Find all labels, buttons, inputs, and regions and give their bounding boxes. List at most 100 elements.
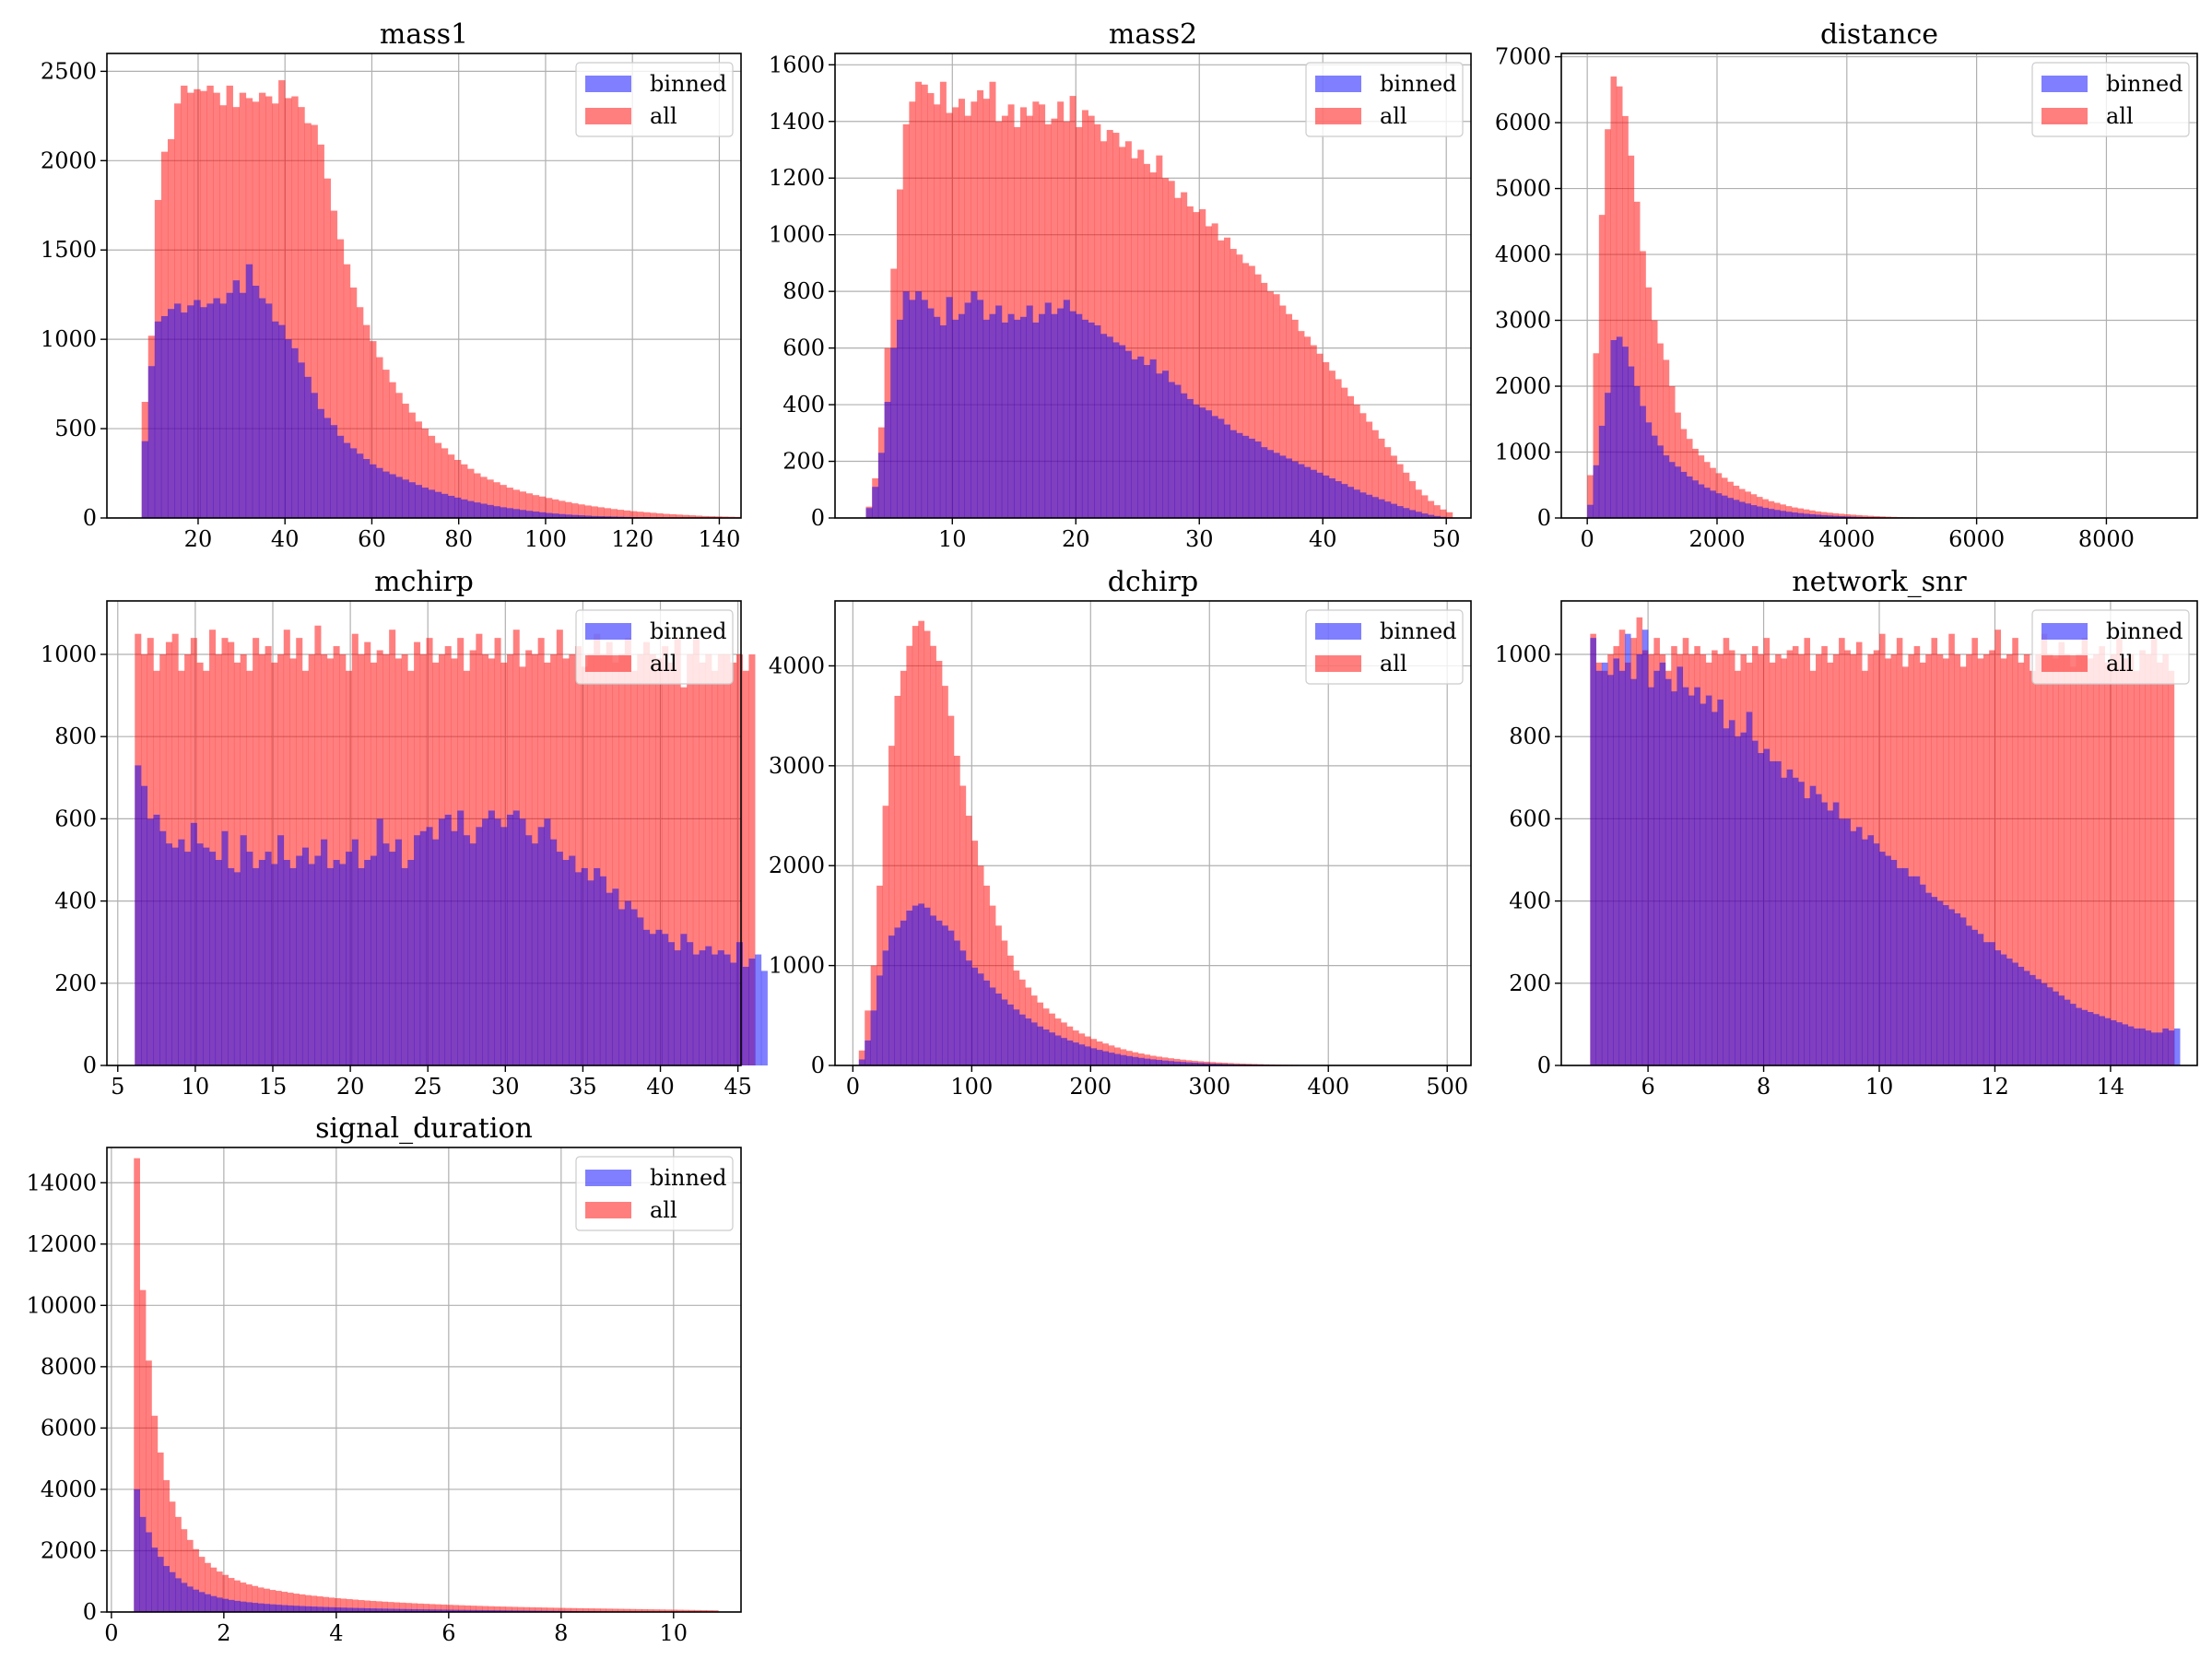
bar-binned bbox=[257, 1603, 265, 1612]
bar-binned bbox=[474, 502, 481, 518]
bar-binned bbox=[1094, 325, 1101, 518]
x-tick-label: 45 bbox=[724, 1074, 752, 1100]
bar-all bbox=[1879, 633, 1886, 1065]
bar-binned bbox=[265, 303, 273, 518]
bar-binned bbox=[194, 300, 201, 518]
bar-binned bbox=[2157, 1032, 2163, 1065]
bar-binned bbox=[1076, 313, 1083, 518]
bar-binned bbox=[1815, 514, 1821, 518]
bar-all bbox=[2070, 666, 2077, 1065]
series-binned bbox=[135, 765, 768, 1065]
y-tick-label: 1000 bbox=[769, 953, 825, 979]
bar-binned bbox=[272, 321, 279, 518]
bar-binned bbox=[1316, 472, 1324, 518]
bar-binned bbox=[637, 917, 644, 1065]
bar-all bbox=[989, 81, 996, 519]
bar-binned bbox=[1156, 1060, 1162, 1065]
bar-all bbox=[597, 507, 605, 518]
bar-binned bbox=[165, 843, 172, 1065]
bar-all bbox=[1279, 305, 1287, 518]
bar-binned bbox=[1931, 897, 1938, 1065]
bar-all bbox=[305, 1594, 312, 1612]
x-tick-label: 6 bbox=[441, 1620, 455, 1646]
bar-binned bbox=[291, 347, 299, 518]
bar-all bbox=[1088, 115, 1095, 519]
bar-binned bbox=[402, 479, 409, 518]
bar-binned bbox=[1804, 798, 1811, 1065]
bar-binned bbox=[434, 1609, 441, 1612]
y-tick-label: 6000 bbox=[1495, 110, 1551, 135]
x-tick-label: 20 bbox=[184, 526, 213, 552]
bar-all bbox=[1832, 512, 1839, 518]
bar-binned bbox=[918, 903, 925, 1065]
series-all bbox=[134, 1158, 719, 1612]
bar-binned bbox=[157, 1557, 164, 1612]
bar-all bbox=[712, 670, 719, 1065]
bar-binned bbox=[865, 1040, 871, 1065]
y-tick-label: 3000 bbox=[1495, 308, 1551, 334]
bar-all bbox=[1039, 104, 1046, 518]
bar-all bbox=[674, 638, 681, 1065]
bar-all bbox=[316, 1596, 324, 1612]
bar-binned bbox=[1057, 308, 1065, 518]
bar-binned bbox=[203, 847, 210, 1065]
bar-all bbox=[1925, 653, 1932, 1065]
bar-binned bbox=[2053, 991, 2059, 1065]
bar-binned bbox=[470, 1609, 477, 1612]
bar-binned bbox=[912, 905, 919, 1065]
bar-all bbox=[930, 645, 936, 1065]
bar-binned bbox=[939, 325, 947, 518]
bar-all bbox=[402, 403, 409, 518]
bar-all bbox=[1390, 455, 1397, 518]
bar-all bbox=[742, 670, 749, 1065]
bar-all bbox=[1675, 412, 1681, 518]
bar-binned bbox=[1622, 347, 1629, 518]
bar-binned bbox=[1106, 336, 1113, 518]
bar-all bbox=[401, 653, 408, 1065]
bar-all bbox=[1820, 512, 1828, 518]
x-tick-label: 30 bbox=[1185, 526, 1214, 552]
y-tick-label: 0 bbox=[83, 1599, 97, 1625]
bar-binned bbox=[1781, 777, 1787, 1065]
bar-binned bbox=[154, 321, 162, 518]
bar-binned bbox=[674, 950, 681, 1065]
bar-all bbox=[1633, 201, 1641, 518]
bar-all bbox=[1879, 516, 1886, 518]
y-tick-label: 0 bbox=[83, 505, 97, 531]
bar-all bbox=[1298, 331, 1305, 518]
bar-binned bbox=[1218, 418, 1225, 518]
bar-binned bbox=[1042, 1029, 1050, 1065]
bar-binned bbox=[184, 852, 192, 1065]
bar-binned bbox=[463, 835, 470, 1065]
bar-binned bbox=[2104, 1018, 2112, 1065]
bar-binned bbox=[336, 435, 345, 518]
bar-binned bbox=[952, 319, 959, 518]
bar-binned bbox=[258, 859, 265, 1065]
bar-all bbox=[299, 1594, 306, 1612]
bar-all bbox=[1668, 386, 1676, 518]
bar-all bbox=[382, 370, 390, 518]
bar-all bbox=[989, 905, 996, 1065]
bar-binned bbox=[1902, 867, 1909, 1065]
bar-binned bbox=[1607, 675, 1614, 1065]
bar-binned bbox=[482, 818, 489, 1065]
y-tick-label: 0 bbox=[1537, 1053, 1551, 1078]
y-tick-label: 600 bbox=[54, 806, 97, 831]
bar-binned bbox=[444, 814, 452, 1065]
bar-binned bbox=[599, 876, 606, 1065]
bar-binned bbox=[370, 464, 377, 518]
legend-label-all: all bbox=[650, 651, 677, 677]
bar-binned bbox=[1715, 493, 1723, 518]
bar-binned bbox=[311, 1606, 318, 1612]
bar-all bbox=[682, 514, 689, 518]
bar-binned bbox=[216, 1597, 223, 1612]
bar-binned bbox=[311, 393, 318, 518]
bar-binned bbox=[434, 491, 442, 518]
bar-all bbox=[629, 1608, 636, 1612]
bar-binned bbox=[1625, 633, 1631, 1065]
bar-all bbox=[1919, 662, 1926, 1065]
bar-all bbox=[328, 1597, 335, 1612]
bar-all bbox=[694, 1609, 701, 1612]
bar-binned bbox=[1936, 900, 1944, 1065]
